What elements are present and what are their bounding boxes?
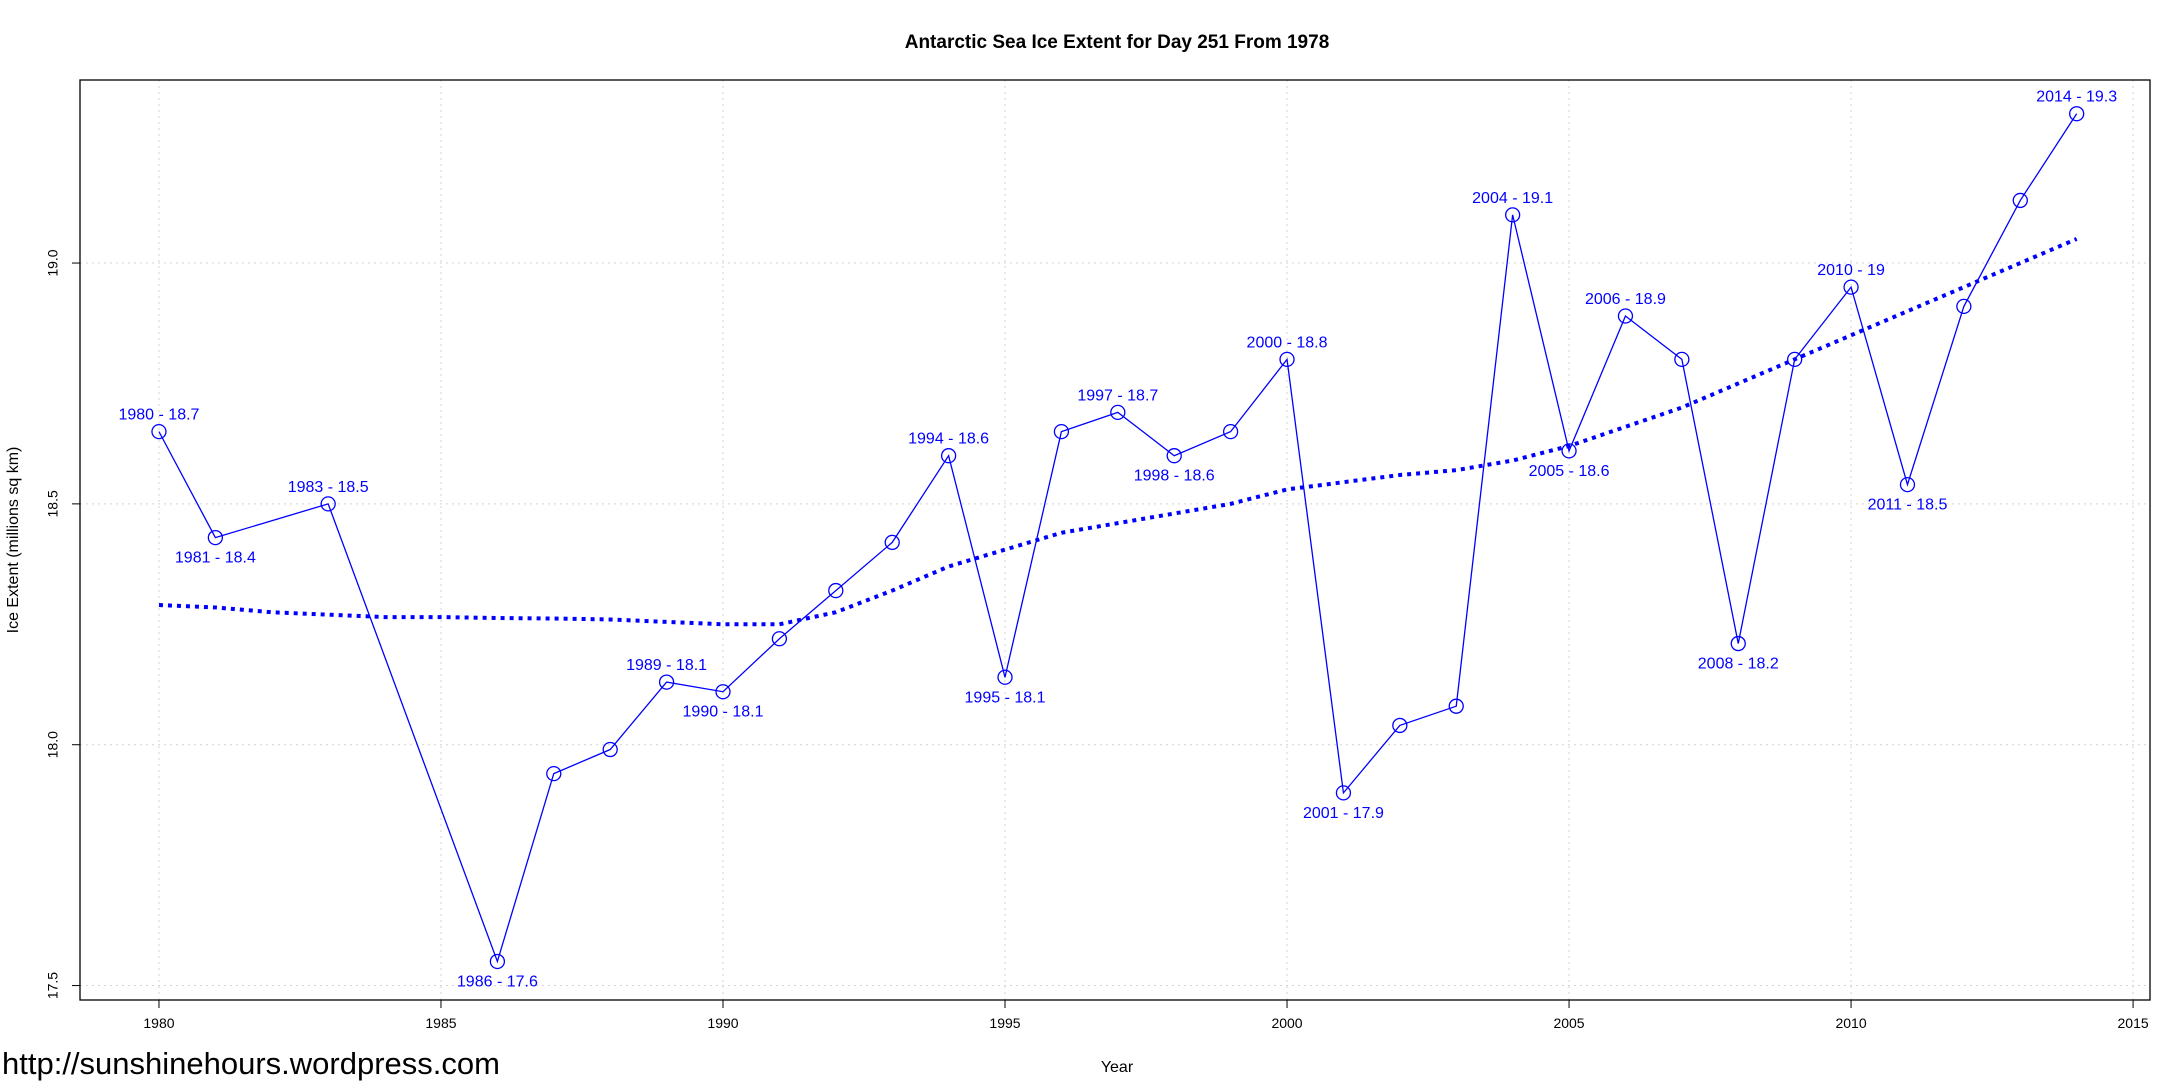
data-point (602, 741, 618, 758)
data-point (320, 496, 336, 512)
data-point (1504, 207, 1521, 223)
trend-line (158, 237, 2078, 627)
data-label: 1997 - 18.7 (1077, 387, 1158, 404)
x-tick-label: 2005 (1553, 1015, 1584, 1031)
data-label: 2014 - 19.3 (2036, 89, 2117, 106)
data-point (1617, 308, 1634, 324)
trend-path (158, 237, 2078, 627)
data-point (828, 582, 844, 599)
data-point (151, 423, 167, 440)
data-label: 2010 - 19 (1817, 262, 1885, 279)
data-point (1843, 279, 1859, 295)
data-label: 1994 - 18.6 (908, 431, 989, 448)
y-tick-label: 19.0 (45, 249, 61, 276)
data-label: 1986 - 17.6 (457, 973, 538, 990)
data-label: 1989 - 18.1 (626, 657, 707, 674)
data-label: 1995 - 18.1 (965, 689, 1046, 706)
data-point (2012, 192, 2028, 209)
data-point (1561, 443, 1577, 459)
data-point (1053, 423, 1070, 440)
chart-title: Antarctic Sea Ice Extent for Day 251 Fro… (905, 32, 1330, 53)
data-point (1674, 351, 1690, 368)
data-point (1899, 476, 1916, 493)
y-tick-label: 18.5 (45, 490, 61, 517)
data-point (884, 534, 900, 551)
data-point (1730, 635, 1746, 652)
data-label: 2011 - 18.5 (1868, 497, 1948, 514)
grid-lines (80, 80, 2150, 1000)
x-axis: 1980 1985 1990 1995 2000 2005 2010 2015 (143, 1000, 2149, 1031)
x-tick-label: 2010 (1835, 1015, 1866, 1031)
watermark-url: http://sunshinehours.wordpress.com (2, 1046, 500, 1081)
y-axis-title: Ice Extent (millions sq km) (5, 447, 22, 634)
data-point (1392, 717, 1408, 734)
plot-frame (79, 79, 2151, 1001)
data-point (997, 669, 1013, 685)
data-label: 1998 - 18.6 (1134, 468, 1215, 485)
data-point (1335, 785, 1352, 801)
x-axis-title: Year (1101, 1059, 1134, 1076)
x-tick-label: 2000 (1271, 1015, 1302, 1031)
data-label: 2006 - 18.9 (1585, 291, 1666, 308)
data-series (158, 113, 2078, 964)
data-point (1166, 448, 1182, 464)
data-label: 2001 - 17.9 (1303, 805, 1384, 822)
data-label: 1980 - 18.7 (118, 407, 199, 424)
data-label: 1981 - 18.4 (175, 550, 256, 567)
data-point (1787, 351, 1803, 368)
data-point (207, 529, 224, 546)
x-tick-label: 1980 (143, 1015, 174, 1031)
x-tick-label: 1985 (425, 1015, 456, 1031)
x-tick-label: 2015 (2118, 1015, 2149, 1031)
data-point (771, 631, 788, 647)
data-point (489, 953, 506, 970)
x-tick-label: 1995 (989, 1015, 1020, 1031)
data-point (546, 765, 562, 782)
data-points (151, 106, 2085, 970)
point-labels: 1980 - 18.7 1981 - 18.4 1983 - 18.5 1986 - … (118, 89, 2117, 991)
y-axis: 17.5 18.0 18.5 19.0 (45, 249, 80, 999)
data-label: 1990 - 18.1 (683, 704, 764, 721)
data-label: 2005 - 18.6 (1529, 463, 1610, 480)
data-point (715, 684, 731, 700)
data-point (2069, 106, 2085, 122)
data-label: 2008 - 18.2 (1698, 656, 1779, 673)
data-label: 2000 - 18.8 (1247, 334, 1328, 351)
data-point (1279, 351, 1295, 368)
x-tick-label: 1990 (707, 1015, 738, 1031)
data-point (940, 448, 957, 464)
y-tick-label: 18.0 (45, 731, 61, 758)
data-point (1110, 404, 1126, 421)
data-point (1222, 423, 1239, 440)
y-tick-label: 17.5 (45, 972, 61, 999)
data-label: 2004 - 19.1 (1472, 190, 1553, 207)
data-point (1956, 298, 1972, 315)
data-point (658, 674, 675, 690)
data-label: 1983 - 18.5 (288, 479, 369, 496)
series-line (158, 113, 2078, 964)
data-point (1448, 698, 1464, 714)
